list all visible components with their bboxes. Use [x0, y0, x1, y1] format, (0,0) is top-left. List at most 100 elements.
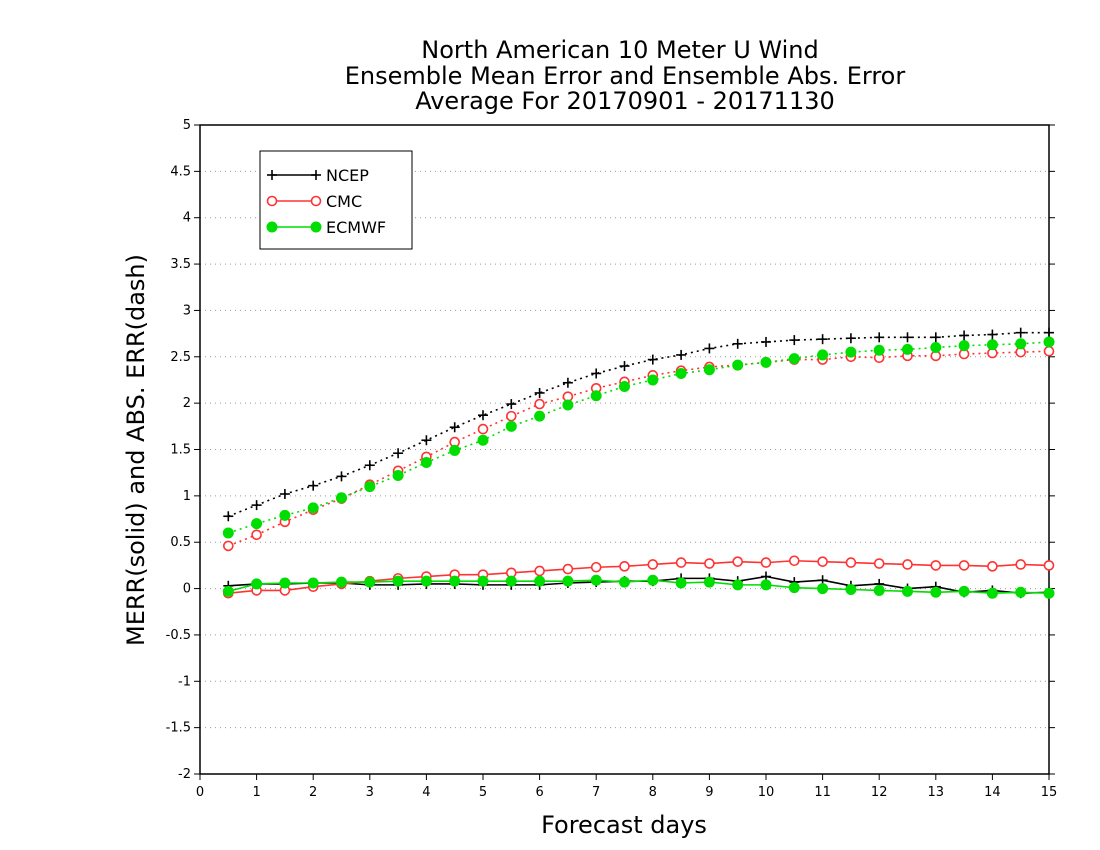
point-ecmwf-merr: [675, 577, 687, 589]
point-ncep-abs-err: [393, 448, 404, 459]
point-ecmwf-abs-err: [534, 410, 546, 422]
chart-title-line-1: North American 10 Meter U Wind: [421, 36, 818, 64]
point-ecmwf-merr: [647, 574, 659, 586]
point-cmc-merr: [760, 557, 772, 568]
y-axis-label: MERR(solid) and ABS. ERR(dash): [122, 254, 150, 646]
x-tick-label: 1: [252, 785, 260, 800]
point-ecmwf-abs-err: [817, 349, 829, 361]
point-ecmwf-merr: [958, 585, 970, 597]
legend-marker-cmc: [266, 195, 278, 207]
legend-label-ncep: NCEP: [326, 166, 369, 185]
point-ncep-abs-err: [789, 335, 800, 346]
point-cmc-merr: [817, 556, 828, 567]
point-ecmwf-merr: [873, 584, 885, 596]
point-ncep-abs-err: [874, 332, 885, 343]
y-tick-label: 4: [183, 211, 191, 226]
x-tick-label: 9: [705, 785, 713, 800]
y-tick-label: 1: [183, 489, 191, 504]
point-ecmwf-merr: [788, 582, 800, 594]
x-tick-label: 4: [422, 785, 430, 800]
point-ecmwf-merr: [534, 575, 546, 587]
point-ncep-abs-err: [817, 334, 828, 345]
point-cmc-merr: [930, 560, 942, 571]
series-layer: [222, 327, 1055, 599]
point-ecmwf-merr: [986, 587, 998, 599]
point-ncep-abs-err: [704, 343, 715, 354]
point-ncep-abs-err: [279, 489, 290, 500]
point-ecmwf-abs-err: [986, 339, 998, 351]
point-ecmwf-merr: [477, 575, 489, 587]
point-ecmwf-merr: [732, 579, 744, 591]
point-ncep-abs-err: [732, 338, 743, 349]
point-cmc-merr: [873, 558, 885, 569]
point-ecmwf-abs-err: [477, 434, 489, 446]
point-ecmwf-merr: [619, 576, 630, 588]
grid-layer: [200, 170, 1049, 729]
point-ncep-abs-err: [845, 333, 856, 344]
point-ncep-abs-err: [534, 387, 545, 398]
point-ecmwf-abs-err: [222, 527, 234, 539]
x-tick-label: 0: [196, 785, 204, 800]
point-ecmwf-abs-err: [1015, 338, 1027, 350]
y-tick-label: 4.5: [170, 164, 191, 179]
point-ecmwf-merr: [279, 577, 291, 589]
series-line-ncep-abs-err: [228, 331, 1049, 517]
legend-label-ecmwf: ECMWF: [326, 218, 386, 237]
point-ecmwf-abs-err: [873, 344, 885, 356]
x-tick-label: 5: [479, 785, 487, 800]
point-ecmwf-merr: [449, 575, 461, 587]
point-ecmwf-abs-err: [930, 342, 942, 354]
y-tick-label: 3: [183, 303, 191, 318]
point-ecmwf-merr: [562, 575, 574, 587]
point-cmc-merr: [675, 557, 687, 568]
point-ecmwf-abs-err: [675, 367, 687, 379]
point-cmc-merr: [1043, 560, 1055, 571]
point-cmc-abs-err: [251, 529, 262, 541]
y-tick-label: 0: [183, 582, 191, 597]
point-cmc-abs-err: [477, 423, 489, 435]
point-ncep-abs-err: [308, 480, 319, 491]
x-axis-label: Forecast days: [541, 811, 707, 839]
point-ecmwf-merr: [760, 579, 772, 591]
y-tick-label: 0.5: [170, 535, 191, 550]
point-ecmwf-merr: [251, 578, 263, 590]
point-cmc-merr: [647, 559, 659, 570]
y-tick-label: 1.5: [170, 443, 191, 458]
y-tick-label: 2.5: [170, 350, 191, 365]
point-cmc-merr: [958, 560, 970, 571]
point-ncep-abs-err: [223, 511, 234, 522]
legend-label-cmc: CMC: [326, 192, 362, 211]
point-ncep-abs-err: [421, 435, 432, 446]
point-ecmwf-merr: [902, 585, 913, 597]
point-ecmwf-abs-err: [364, 481, 376, 493]
y-tick-label: -0.5: [166, 628, 191, 643]
x-tick-label: 2: [309, 785, 317, 800]
point-ecmwf-merr: [505, 575, 517, 587]
point-ecmwf-abs-err: [505, 420, 517, 432]
tick-layer: -2-1.5-1-0.500.511.522.533.544.550 1 2 3 4 5 6…: [166, 118, 1058, 800]
point-ncep-abs-err: [761, 336, 771, 347]
x-tick-label: 14: [984, 785, 1001, 800]
chart-title-line-2: Ensemble Mean Error and Ensemble Abs. Er…: [345, 62, 906, 90]
point-ecmwf-abs-err: [449, 444, 461, 456]
point-ecmwf-abs-err: [562, 399, 574, 411]
point-ecmwf-abs-err: [619, 380, 630, 392]
point-cmc-merr: [902, 559, 913, 570]
point-ncep-abs-err: [959, 330, 970, 341]
point-cmc-abs-err: [505, 410, 517, 422]
point-ncep-abs-err: [364, 460, 375, 471]
point-ecmwf-merr: [222, 585, 234, 597]
point-ecmwf-abs-err: [420, 456, 432, 468]
point-ncep-abs-err: [930, 332, 941, 343]
point-ecmwf-merr: [845, 583, 857, 595]
y-tick-label: 5: [183, 118, 191, 133]
point-ecmwf-abs-err: [590, 390, 602, 402]
point-ecmwf-merr: [590, 574, 602, 586]
point-ecmwf-merr: [703, 576, 715, 588]
point-ecmwf-merr: [392, 575, 404, 587]
point-cmc-merr: [704, 558, 715, 569]
y-tick-label: 3.5: [170, 257, 191, 272]
point-ncep-abs-err: [902, 332, 913, 343]
x-tick-label: 6: [535, 785, 543, 800]
y-tick-label: -2: [178, 767, 191, 782]
